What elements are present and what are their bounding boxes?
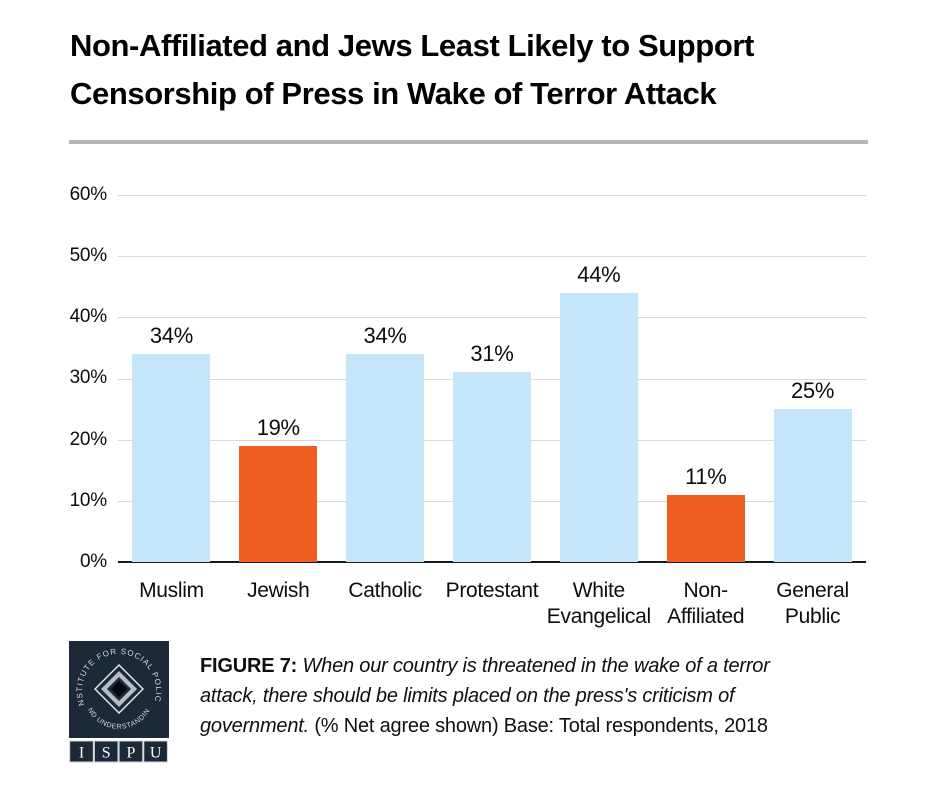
bar-slot-jewish: 19%	[225, 195, 332, 562]
y-axis-tick-20: 20%	[69, 429, 108, 450]
caption-line-2: attack, there should be limits placed on…	[200, 685, 735, 707]
bar-non-affiliated	[666, 494, 745, 562]
value-label-muslim: 34%	[149, 323, 193, 349]
x-label-catholic: Catholic	[348, 579, 422, 602]
y-axis-tick-30: 30%	[69, 367, 108, 388]
x-label-jewish: Jewish	[247, 579, 310, 602]
gridline-50	[118, 256, 866, 257]
bar-general-public	[773, 409, 852, 562]
value-label-jewish: 19%	[256, 414, 300, 440]
x-label-white-evangelical: White Evangelical	[546, 579, 651, 628]
bar-slot-protestant: 31%	[439, 195, 546, 562]
x-label-non-affiliated: Non- Affiliated	[667, 579, 745, 628]
page-title: Non-Affiliated and Jews Least Likely to …	[70, 22, 890, 118]
y-axis-tick-40: 40%	[69, 306, 108, 327]
gridline-40	[118, 317, 866, 318]
logo-letter-u: U	[150, 745, 162, 762]
logo-diamond-icon	[94, 664, 144, 714]
value-label-white-evangelical: 44%	[577, 261, 621, 287]
gridline-60	[118, 195, 866, 196]
bar-catholic	[346, 354, 425, 562]
caption-line-3: government. (% Net agree shown) Base: To…	[200, 715, 768, 737]
y-axis-tick-60: 60%	[69, 184, 108, 205]
bar-muslim	[132, 354, 211, 562]
title-divider	[69, 140, 868, 144]
bar-slot-muslim: 34%	[118, 195, 225, 562]
bar-jewish	[239, 445, 318, 562]
logo-letter-s: S	[102, 745, 111, 762]
value-label-protestant: 31%	[470, 341, 514, 367]
x-label-muslim: Muslim	[139, 579, 204, 602]
value-label-non-affiliated: 11%	[684, 463, 727, 489]
x-label-general-public: General Public	[776, 579, 849, 628]
bar-slot-non-affiliated: 11%	[652, 195, 759, 562]
bar-slot-white-evangelical: 44%	[545, 195, 652, 562]
bar-slot-catholic: 34%	[332, 195, 439, 562]
figure-caption: FIGURE 7: When our country is threatened…	[200, 651, 848, 741]
bar-white-evangelical	[559, 292, 638, 562]
logo-letter-p: P	[126, 745, 135, 762]
x-axis-line	[118, 561, 866, 563]
plot-area: 34% 19% 34% 31% 44% 11% 25%	[118, 195, 866, 563]
ispu-logo: INSTITUTE FOR SOCIAL POLICY AND UNDERSTA…	[69, 641, 169, 763]
y-axis-tick-0: 0%	[79, 551, 107, 572]
caption-line-1: FIGURE 7: When our country is threatened…	[200, 655, 770, 677]
y-axis-tick-50: 50%	[69, 245, 108, 266]
logo-acronym: I S P U	[69, 740, 168, 763]
bar-protestant	[452, 372, 531, 562]
bar-slot-general-public: 25%	[759, 195, 866, 562]
figure-number-label: FIGURE 7:	[200, 655, 298, 677]
y-axis-tick-10: 10%	[69, 490, 108, 511]
logo-letter-i: I	[79, 745, 84, 762]
value-label-catholic: 34%	[363, 323, 407, 349]
value-label-general-public: 25%	[790, 378, 835, 404]
page-title-line1: Non-Affiliated and Jews Least Likely to …	[70, 28, 754, 63]
page-title-line2: Censorship of Press in Wake of Terror At…	[70, 76, 717, 111]
x-label-protestant: Protestant	[445, 579, 539, 602]
